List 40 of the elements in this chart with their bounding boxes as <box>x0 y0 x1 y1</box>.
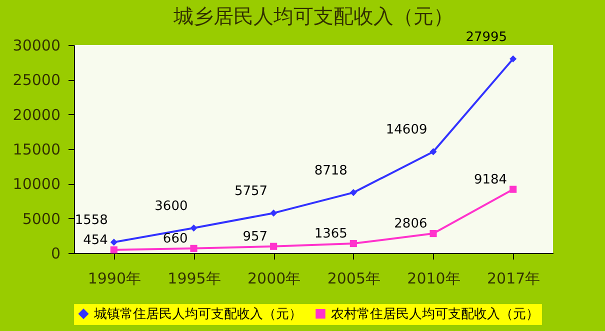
data-label: 660 <box>162 231 188 246</box>
data-label: 14609 <box>386 122 428 138</box>
x-tick-label: 1990年 <box>88 270 142 288</box>
point <box>350 240 357 248</box>
y-tick-label: 10000 <box>12 175 60 194</box>
data-label: 9184 <box>474 172 508 188</box>
point <box>270 242 278 250</box>
point <box>430 230 437 238</box>
x-tick-label: 2005年 <box>327 270 381 288</box>
y-tick-label: 30000 <box>12 36 60 54</box>
data-label: 454 <box>83 232 108 248</box>
y-tick-label: 0 <box>50 244 60 262</box>
point <box>350 189 357 196</box>
data-label: 1365 <box>314 226 348 242</box>
data-label: 957 <box>242 229 268 244</box>
point <box>270 210 278 217</box>
data-label: 3600 <box>154 199 188 214</box>
legend-label: 农村常住居民人均可支配收入（元） <box>331 306 539 322</box>
y-tick-label: 5000 <box>22 210 60 228</box>
point <box>110 238 118 246</box>
y-tick-label: 15000 <box>12 140 60 158</box>
y-tick-label: 20000 <box>12 106 60 124</box>
data-label: 2806 <box>394 216 428 232</box>
point <box>190 224 198 232</box>
x-tick-label: 1995年 <box>168 270 221 288</box>
chart-title: 城乡居民人均可支配收入（元） <box>172 4 454 28</box>
point <box>430 148 437 156</box>
y-tick-label: 25000 <box>12 71 60 90</box>
x-tick-label: 2017年 <box>486 270 540 288</box>
point <box>510 55 517 62</box>
data-label: 27995 <box>466 30 508 45</box>
data-label: 1558 <box>74 213 108 228</box>
x-tick-label: 2010年 <box>407 270 460 288</box>
point <box>110 246 118 254</box>
point <box>510 186 517 193</box>
x-tick-label: 2000年 <box>247 270 301 288</box>
data-label: 8718 <box>314 164 348 179</box>
legend-label: 城镇常住居民人均可支配收入（元） <box>93 306 302 322</box>
point <box>190 244 198 252</box>
data-label: 5757 <box>234 184 268 200</box>
